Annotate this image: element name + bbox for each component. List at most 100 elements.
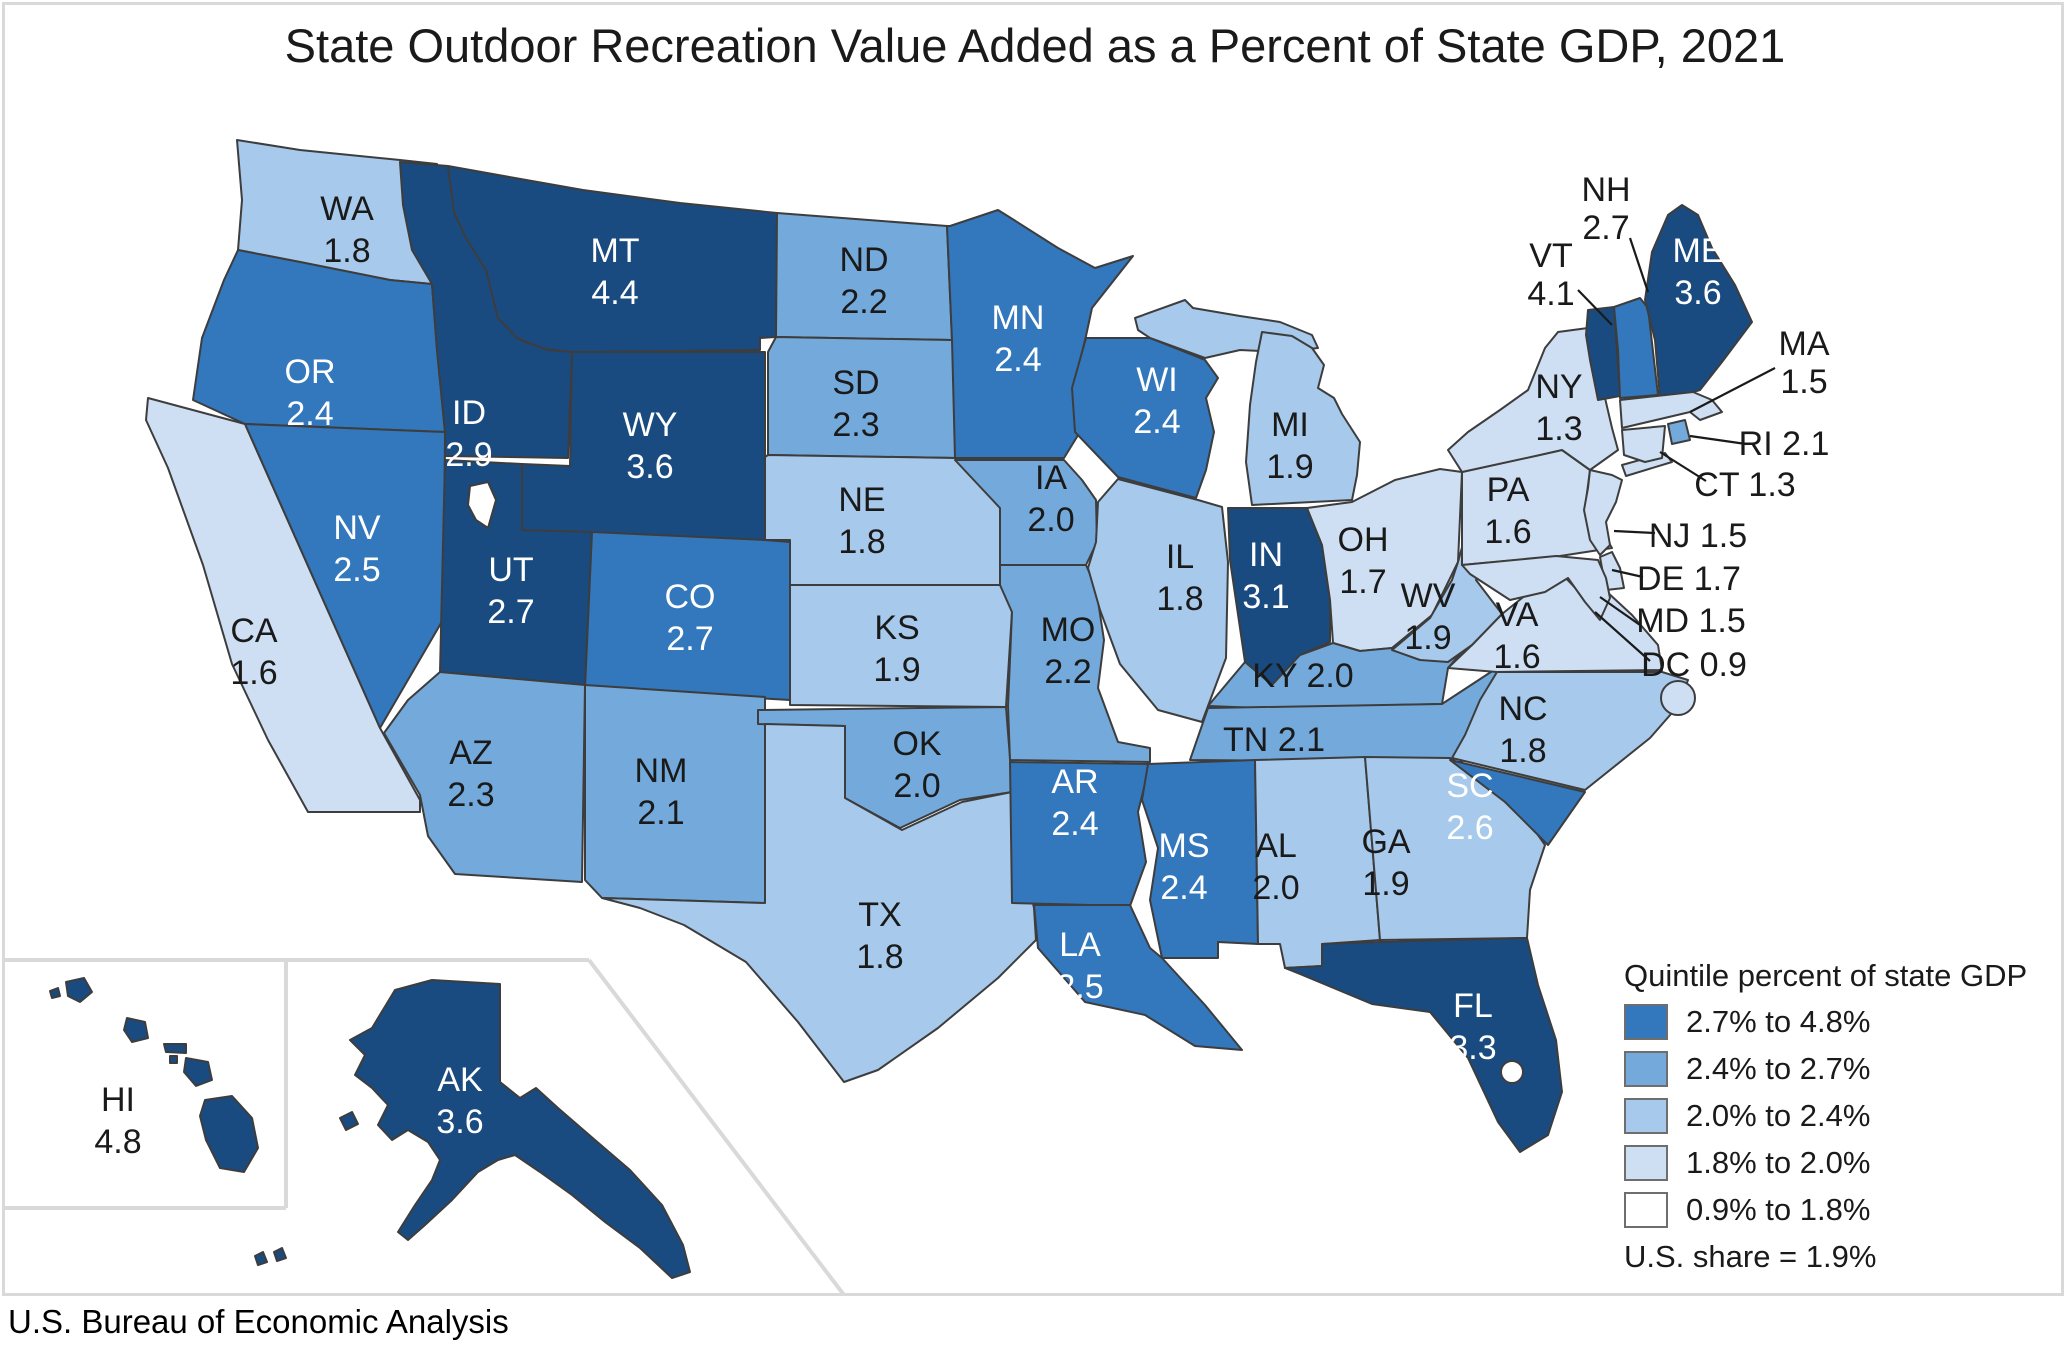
dc-marker-circle [1660,680,1696,716]
page-title: State Outdoor Recreation Value Added as … [284,19,1786,72]
state-label-ok: OK [892,725,941,763]
legend-row: 2.4% to 2.7% [1624,1051,2064,1087]
alaska-hawaii-inset-border [587,958,846,1297]
legend-label-q4: 1.8% to 2.0% [1686,1145,1871,1180]
state-label-ut: UT [488,551,533,589]
state-label-nh: 2.7 [1582,209,1629,247]
callout-line-de [1611,568,1644,579]
state-label-wv: 1.9 [1404,619,1451,657]
source-attribution: U.S. Bureau of Economic Analysis [8,1303,509,1340]
state-nj [1583,469,1623,556]
state-label-il: 1.8 [1156,580,1203,618]
state-label-hi: 4.8 [94,1123,141,1161]
state-ak [349,979,691,1279]
legend-label-q5: 0.9% to 1.8% [1686,1192,1871,1227]
state-label-nv: 2.5 [333,551,380,589]
state-label-ga: 1.9 [1362,865,1409,903]
state-label-al: 2.0 [1252,869,1299,907]
state-ak [254,1251,268,1266]
legend-swatch-q5 [1624,1192,1668,1228]
state-label-ak: 3.6 [436,1103,483,1141]
state-label-il: IL [1166,538,1194,576]
state-label-me: ME [1673,232,1724,270]
state-label-tn: TN 2.1 [1223,721,1325,759]
legend-swatch-q3 [1624,1098,1668,1134]
state-label-sd: 2.3 [832,406,879,444]
state-label-ak: AK [437,1061,483,1099]
legend-row: 2.0% to 2.4% [1624,1098,2064,1134]
legend-swatch-q2 [1624,1051,1668,1087]
state-hi [169,1055,178,1064]
state-co [584,531,791,701]
callout-line-ma [1689,367,1776,413]
state-label-nm: 2.1 [637,794,684,832]
state-mi [1245,331,1361,506]
state-hi [183,1057,213,1087]
state-tx [601,723,1037,1083]
state-label-ny: 1.3 [1535,410,1582,448]
state-label-vt: VT [1529,237,1572,275]
state-label-ne: 1.8 [838,523,885,561]
lake-feature [1500,1060,1524,1084]
state-label-ut: 2.7 [487,593,534,631]
state-label-ks: KS [874,609,919,647]
state-label-de: DE 1.7 [1637,560,1741,598]
state-label-oh: OH [1338,521,1389,559]
state-label-wy: WY [623,406,678,444]
state-label-az: 2.3 [447,776,494,814]
state-label-ky: KY 2.0 [1252,657,1353,695]
state-la [1033,904,1243,1051]
state-label-pa: 1.6 [1484,513,1531,551]
state-md [1461,555,1611,621]
state-ak [339,1111,359,1131]
callout-line-ct [1659,451,1707,482]
state-label-nc: 1.8 [1499,732,1546,770]
state-label-nd: 2.2 [840,283,887,321]
state-label-tx: 1.8 [856,938,903,976]
state-ct [1621,425,1666,463]
state-label-ca: 1.6 [230,654,277,692]
callout-line-vt [1577,289,1613,326]
state-ri [1667,419,1691,445]
state-label-me: 3.6 [1674,274,1721,312]
state-label-al: AL [1255,827,1297,865]
legend-swatch-q1 [1624,1004,1668,1040]
state-label-mt: MT [590,232,639,270]
state-ma [1619,391,1723,429]
state-label-az: AZ [449,734,492,772]
state-label-ia: IA [1035,459,1067,497]
state-label-fl: FL [1453,987,1493,1025]
state-label-sd: SD [832,364,879,402]
legend-label-q3: 2.0% to 2.4% [1686,1098,1871,1133]
state-label-fl: 3.3 [1449,1029,1496,1067]
state-label-va: 1.6 [1493,638,1540,676]
state-ak [273,1247,287,1262]
state-label-nj: NJ 1.5 [1649,517,1747,555]
state-label-wa: WA [320,190,374,228]
state-label-id: ID [452,394,486,432]
state-label-ar: AR [1051,763,1098,801]
callout-line-dc [1594,611,1651,662]
state-label-tx: TX [858,896,901,934]
state-hi [163,1043,187,1054]
state-label-or: 2.4 [286,395,333,433]
legend-swatch-q4 [1624,1145,1668,1181]
callout-line-ri [1689,434,1747,446]
state-label-mo: MO [1041,611,1096,649]
state-label-dc: DC 0.9 [1641,646,1747,684]
state-label-ia: 2.0 [1027,501,1074,539]
state-label-nv: NV [333,509,381,547]
state-label-nh: NH [1581,171,1630,209]
state-hi [49,987,61,999]
state-label-hi: HI [101,1081,135,1119]
state-label-mn: MN [992,299,1045,337]
legend-row: 2.7% to 4.8% [1624,1004,2064,1040]
state-mn [946,209,1134,459]
state-label-ne: NE [838,481,885,519]
legend-row: 1.8% to 2.0% [1624,1145,2064,1181]
state-label-pa: PA [1487,471,1530,509]
state-label-md: MD 1.5 [1636,602,1746,640]
state-nc [1451,671,1689,791]
state-label-oh: 1.7 [1339,563,1386,601]
legend-label-q1: 2.7% to 4.8% [1686,1004,1871,1039]
